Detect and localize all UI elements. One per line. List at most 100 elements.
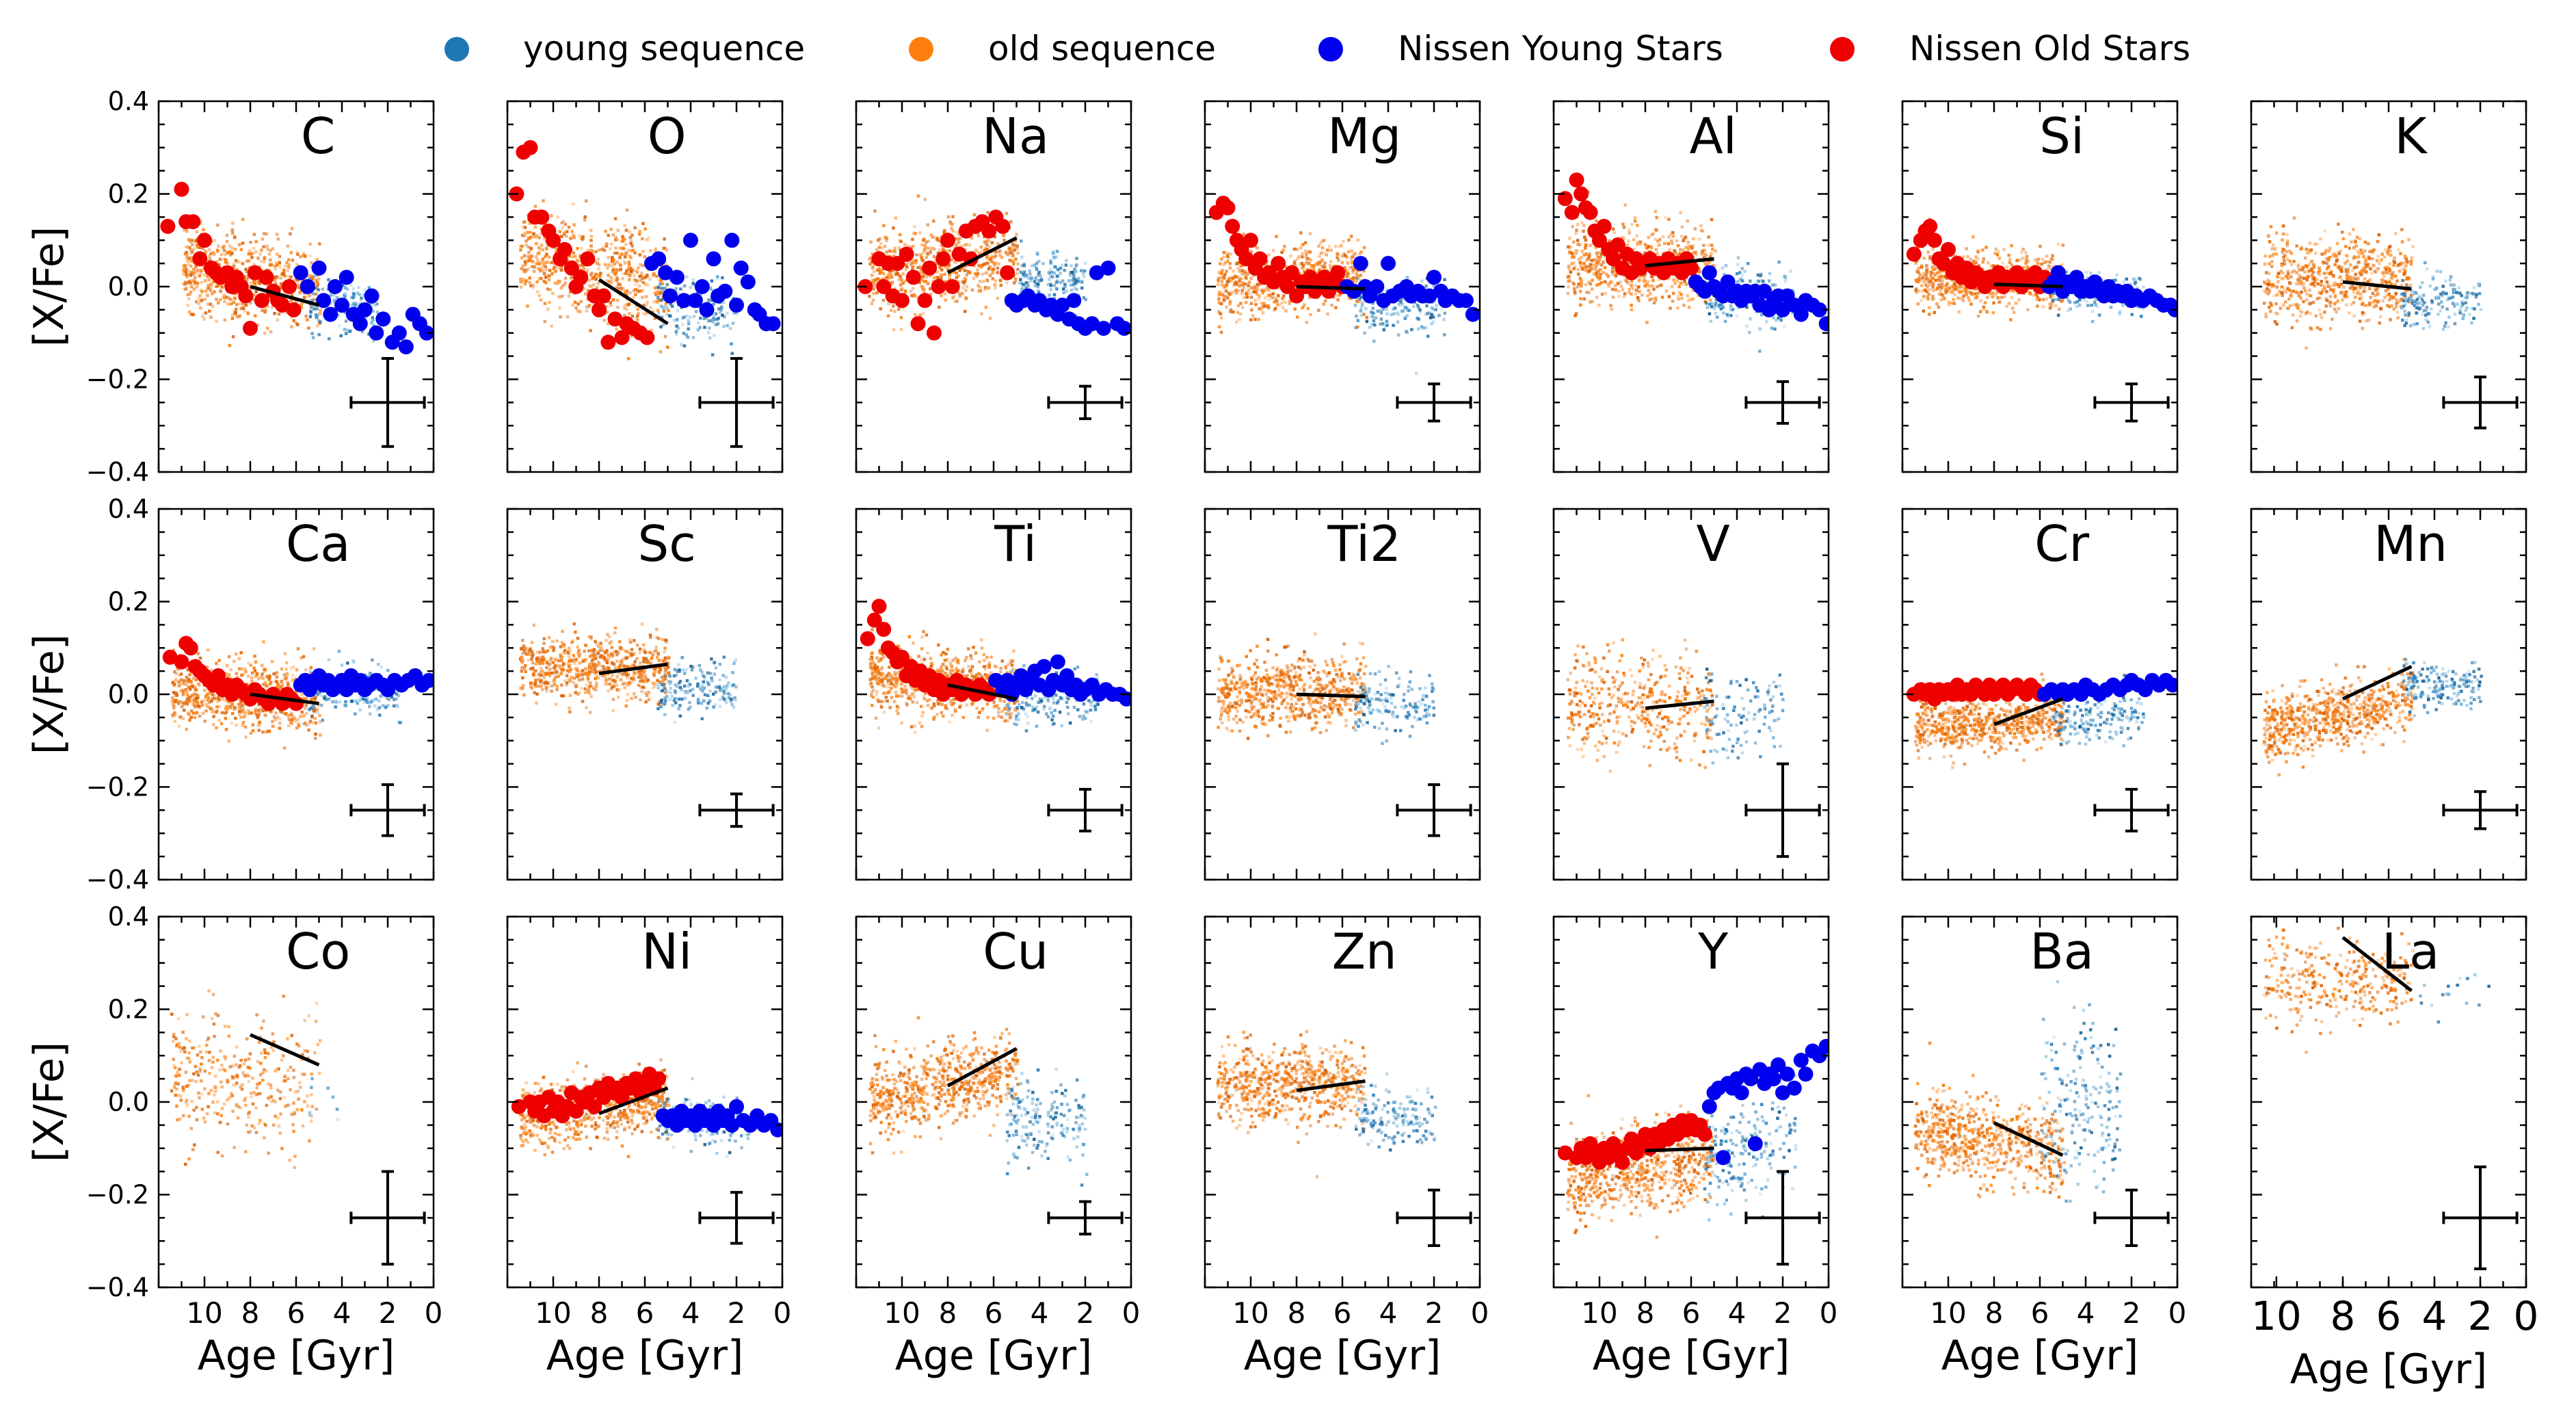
- panel-c-old-sequence-dot: [191, 243, 194, 246]
- panel-mg-old-sequence-dot: [1230, 279, 1233, 283]
- panel-al-old-sequence-dot: [1602, 271, 1606, 274]
- panel-o-old-sequence-dot: [611, 271, 615, 274]
- panel-mg-old-sequence-dot: [1362, 313, 1366, 316]
- panel-o-old-sequence-dot: [592, 276, 595, 279]
- panel-na-old-sequence-dot: [873, 278, 877, 282]
- panel-c-old-sequence-dot: [244, 278, 248, 282]
- panel-al-old-sequence-dot: [1616, 282, 1620, 285]
- panel-na-old-sequence-dot: [992, 261, 996, 265]
- panel-o-old-sequence-dot: [628, 291, 632, 295]
- panel-o-young-sequence-dot: [676, 318, 679, 321]
- panel-c-old-sequence-dot: [308, 294, 311, 298]
- panel-o-old-sequence-dot: [560, 221, 563, 225]
- panel-mg-young-sequence-dot: [1392, 324, 1395, 327]
- panel-o-young-sequence-dot: [717, 307, 721, 311]
- panel-c-old-sequence-dot: [210, 285, 213, 289]
- panel-al-old-sequence-dot: [1649, 246, 1654, 250]
- panel-c-old-sequence-dot: [213, 239, 216, 242]
- panel-na-old-sequence-dot: [875, 291, 879, 295]
- panel-mg-young-sequence-dot: [1433, 300, 1436, 303]
- panel-o-old-sequence-dot: [524, 280, 528, 283]
- panel-o-old-sequence-dot: [523, 282, 527, 286]
- panel-si-old-sequence-dot: [2024, 251, 2028, 254]
- panel-o-old-sequence-dot: [537, 246, 541, 250]
- panel-c-old-sequence-dot: [237, 261, 241, 264]
- panel-al-young-sequence-dot: [1741, 279, 1744, 283]
- panel-o-old-sequence-dot: [531, 260, 535, 263]
- panel-c-old-sequence-dot: [198, 274, 201, 278]
- panel-o-old-sequence-dot: [648, 278, 652, 281]
- panel-si-old-sequence-dot: [1927, 293, 1930, 296]
- panel-o-old-sequence-dot: [638, 230, 641, 233]
- panel-na-old-sequence-dot: [990, 259, 994, 263]
- panel-si-old-sequence-dot: [1972, 292, 1976, 296]
- panel-c-old-sequence-dot: [228, 244, 232, 248]
- panel-na-old-sequence-dot: [987, 244, 992, 248]
- panel-o-old-sequence-dot: [654, 250, 657, 254]
- panel-si-old-sequence-dot: [1955, 285, 1958, 289]
- panel-mg-young-sequence-dot: [1364, 306, 1368, 311]
- panel-mg-old-sequence-dot: [1365, 315, 1368, 319]
- panel-al-old-sequence-dot: [1589, 267, 1593, 271]
- panel-al-old-sequence-dot: [1597, 283, 1602, 286]
- panel-o-young-sequence-dot: [656, 285, 660, 289]
- panel-c-old-sequence-dot: [307, 326, 310, 330]
- panel-mg-young-sequence-dot: [1416, 317, 1419, 320]
- panel-na-old-sequence-dot: [945, 249, 948, 253]
- panel-o-old-sequence-dot: [566, 315, 570, 319]
- panel-mg-young-sequence-dot: [1359, 306, 1363, 310]
- panel-na-nissen-young-star: [1054, 298, 1070, 313]
- panel-o-nissen-old-star: [534, 209, 550, 225]
- panel-na-old-sequence-dot: [918, 253, 922, 257]
- panel-al-old-sequence-dot: [1569, 251, 1573, 254]
- panel-al-old-sequence-dot: [1634, 220, 1637, 223]
- panel-si-old-sequence-dot: [1920, 284, 1924, 287]
- panel-o-nissen-old-star: [522, 140, 538, 155]
- panel-al-old-sequence-dot: [1589, 265, 1593, 268]
- panel-al-old-sequence-dot: [1594, 265, 1598, 269]
- panel-mg-old-sequence-dot: [1217, 298, 1221, 302]
- panel-mg-old-sequence-dot: [1301, 255, 1304, 259]
- panel-c-old-sequence-dot: [197, 302, 201, 306]
- panel-mg-old-sequence-dot: [1271, 292, 1275, 296]
- panel-c-young-sequence-dot: [371, 309, 375, 313]
- panel-mg-old-sequence-dot: [1227, 255, 1230, 259]
- panel-mg-young-sequence-dot: [1404, 315, 1407, 319]
- panel-c-old-sequence-dot: [287, 258, 291, 261]
- panel-al-old-sequence-dot: [1671, 241, 1674, 245]
- panel-mg-old-sequence-dot: [1323, 265, 1326, 269]
- panel-c-old-sequence-dot: [185, 250, 188, 254]
- panel-al-old-sequence-dot: [1647, 289, 1651, 292]
- panel-c-nissen-old-star: [282, 279, 297, 294]
- panel-c-old-sequence-dot: [222, 248, 226, 252]
- panel-o-old-sequence-dot: [532, 232, 535, 235]
- panel-c-old-sequence-dot: [187, 246, 190, 249]
- panel-na-old-sequence-dot: [1004, 250, 1008, 254]
- panel-na-old-sequence-dot: [958, 237, 962, 240]
- panel-na-old-sequence-dot: [938, 305, 941, 309]
- panel-o-nissen-young-star: [687, 293, 703, 308]
- panel-na-young-sequence-dot: [1026, 285, 1030, 288]
- panel-na-young-sequence-dot: [1055, 287, 1059, 291]
- panel-mg-old-sequence-dot: [1323, 251, 1326, 254]
- panel-c-old-sequence-dot: [202, 273, 206, 277]
- panel-o-old-sequence-dot: [568, 254, 572, 258]
- panel-al-old-sequence-dot: [1697, 267, 1701, 270]
- panel-mg-old-sequence-dot: [1256, 286, 1260, 289]
- panel-na-old-sequence-dot: [986, 238, 990, 241]
- panel-mg-old-sequence-dot: [1301, 306, 1305, 309]
- panel-al-old-sequence-dot: [1663, 241, 1667, 246]
- panel-na-young-sequence-dot: [1037, 259, 1041, 263]
- panel-o-young-sequence-dot: [708, 326, 711, 330]
- panel-al-young-sequence-dot: [1729, 304, 1733, 308]
- panel-al-old-sequence-dot: [1602, 261, 1606, 265]
- panel-mg-old-sequence-dot: [1276, 293, 1280, 298]
- panel-mg-old-sequence-dot: [1239, 276, 1243, 280]
- panel-mg-young-sequence-dot: [1371, 302, 1375, 305]
- panel-na-old-sequence-dot: [912, 231, 916, 235]
- panel-c-old-sequence-dot: [254, 314, 257, 317]
- panel-al-old-sequence-dot: [1589, 263, 1593, 267]
- panel-o-old-sequence-dot: [615, 260, 619, 264]
- panel-c-old-sequence-dot: [282, 272, 285, 276]
- panel-si-old-sequence-dot: [1922, 280, 1926, 283]
